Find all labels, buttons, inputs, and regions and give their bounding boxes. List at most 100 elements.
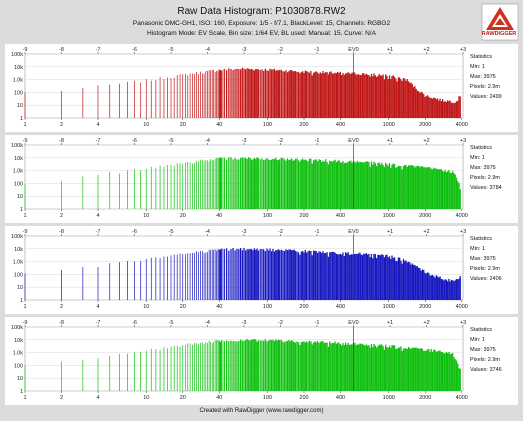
stats-heading: Statistics	[470, 54, 493, 60]
x-tick-label: 10	[143, 395, 149, 401]
x-tick-label: 20	[180, 122, 186, 128]
x-tick-label: 40	[216, 122, 222, 128]
histogram-chart-red: 1 10 100 1.0k 10k 100k 1 2 4 10 20 40 100 200 400 1000 2…	[11, 47, 468, 128]
ev-tick-label: -2	[278, 229, 283, 235]
stats-pixels: Pixels: 2.9m	[470, 266, 500, 272]
ev-tick-label: -3	[242, 320, 247, 326]
ev-tick-label: EV0	[348, 47, 358, 53]
x-tick-label: 10	[143, 304, 149, 310]
ev-tick-label: -9	[23, 320, 28, 326]
stats-values: Values: 2406	[470, 276, 502, 282]
x-tick-label: 200	[299, 304, 308, 310]
y-tick-label: 1.0k	[13, 260, 24, 266]
stats-panel-green: Statistics Min: 1 Max: 3975 Pixels: 2.9m…	[470, 143, 520, 193]
stats-values: Values: 3784	[470, 185, 502, 191]
ev-tick-label: +1	[387, 47, 393, 53]
x-tick-label: 2	[60, 395, 63, 401]
x-tick-label: 10	[143, 213, 149, 219]
stats-heading: Statistics	[470, 145, 493, 151]
ev-tick-label: -4	[205, 47, 210, 53]
x-tick-label: 1	[23, 395, 26, 401]
stats-pixels: Pixels: 2.9m	[470, 84, 500, 90]
ev-tick-label: EV0	[348, 229, 358, 235]
stats-max: Max: 3975	[470, 256, 496, 262]
y-tick-label: 10	[17, 103, 23, 109]
ev-tick-label: -3	[242, 229, 247, 235]
stats-heading: Statistics	[470, 327, 493, 333]
x-tick-label: 100	[263, 122, 272, 128]
rawdigger-logo-icon	[481, 3, 519, 41]
stats-panel-red: Statistics Min: 1 Max: 3975 Pixels: 2.9m…	[470, 52, 520, 102]
ev-tick-label: -4	[205, 138, 210, 144]
x-tick-label: 400	[336, 122, 345, 128]
histogram-chart-green: 1 10 100 1.0k 10k 100k 1 2 4 10 20 40 100 200 400 1000 2…	[11, 138, 468, 219]
ev-tick-label: -9	[23, 138, 28, 144]
ev-tick-label: -6	[132, 138, 137, 144]
ev-tick-label: +3	[460, 320, 466, 326]
x-tick-label: 200	[299, 213, 308, 219]
y-tick-label: 100k	[11, 52, 23, 58]
stats-min: Min: 1	[470, 64, 485, 70]
y-tick-label: 10k	[14, 156, 23, 162]
histogram-panel-green: 1 10 100 1.0k 10k 100k 1 2 4 10 20 40 100 200 400 1000 2…	[5, 135, 518, 223]
x-tick-label: 4	[96, 122, 99, 128]
histogram-bars-red	[24, 67, 461, 118]
x-tick-label: 400	[336, 213, 345, 219]
x-tick-label: 100	[263, 395, 272, 401]
x-tick-label: 1	[23, 122, 26, 128]
y-tick-label: 100	[14, 90, 23, 96]
ev-tick-label: +2	[423, 229, 429, 235]
footer-credit: Created with RawDigger (www.rawdigger.co…	[199, 408, 324, 414]
ev-tick-label: -7	[96, 138, 101, 144]
y-tick-label: 10	[17, 194, 23, 200]
x-tick-label: 2000	[419, 304, 431, 310]
x-tick-label: 40	[216, 213, 222, 219]
y-tick-label: 100k	[11, 325, 23, 331]
x-tick-label: 4	[96, 304, 99, 310]
x-tick-label: 40	[216, 304, 222, 310]
x-tick-label: 200	[299, 122, 308, 128]
camera-info: Panasonic DMC-GH1, ISO: 160, Exposure: 1…	[132, 20, 391, 27]
logo-text: RAWDIGGER	[481, 31, 517, 37]
ev-tick-label: +2	[423, 47, 429, 53]
y-tick-label: 1.0k	[13, 169, 24, 175]
x-tick-label: 1	[23, 304, 26, 310]
ev-tick-label: -2	[278, 47, 283, 53]
x-tick-label: 20	[180, 395, 186, 401]
ev-tick-label: -4	[205, 320, 210, 326]
y-tick-label: 100k	[11, 143, 23, 149]
x-tick-label: 2	[60, 213, 63, 219]
ev-tick-label: -5	[169, 47, 174, 53]
stats-max: Max: 3975	[470, 165, 496, 171]
y-tick-label: 1	[20, 116, 23, 122]
ev-tick-label: -2	[278, 138, 283, 144]
stats-heading: Statistics	[470, 236, 493, 242]
stats-values: Values: 3746	[470, 367, 502, 373]
x-tick-label: 400	[336, 304, 345, 310]
ev-tick-label: -7	[96, 47, 101, 53]
ev-tick-label: -1	[315, 320, 320, 326]
y-tick-label: 10	[17, 376, 23, 382]
ev-tick-label: +2	[423, 320, 429, 326]
x-tick-label: 1000	[383, 213, 395, 219]
ev-tick-label: +3	[460, 138, 466, 144]
y-tick-label: 1	[20, 207, 23, 213]
y-tick-label: 10k	[14, 338, 23, 344]
stats-panel-green2: Statistics Min: 1 Max: 3975 Pixels: 2.9m…	[470, 325, 520, 375]
y-tick-label: 100	[14, 181, 23, 187]
x-tick-label: 2000	[419, 122, 431, 128]
ev-tick-label: -5	[169, 320, 174, 326]
histogram-panel-blue: 1 10 100 1.0k 10k 100k 1 2 4 10 20 40 100 200 400 1000 2…	[5, 226, 518, 314]
x-tick-label: 1000	[383, 122, 395, 128]
y-tick-label: 1	[20, 389, 23, 395]
stats-min: Min: 1	[470, 246, 485, 252]
y-tick-label: 1	[20, 298, 23, 304]
ev-tick-label: -1	[315, 138, 320, 144]
stats-max: Max: 3975	[470, 347, 496, 353]
ev-tick-label: -8	[59, 47, 64, 53]
stats-panel-blue: Statistics Min: 1 Max: 3975 Pixels: 2.9m…	[470, 234, 520, 284]
x-tick-label: 4000	[456, 122, 468, 128]
x-tick-label: 4	[96, 395, 99, 401]
x-tick-label: 2	[60, 122, 63, 128]
x-tick-label: 100	[263, 304, 272, 310]
